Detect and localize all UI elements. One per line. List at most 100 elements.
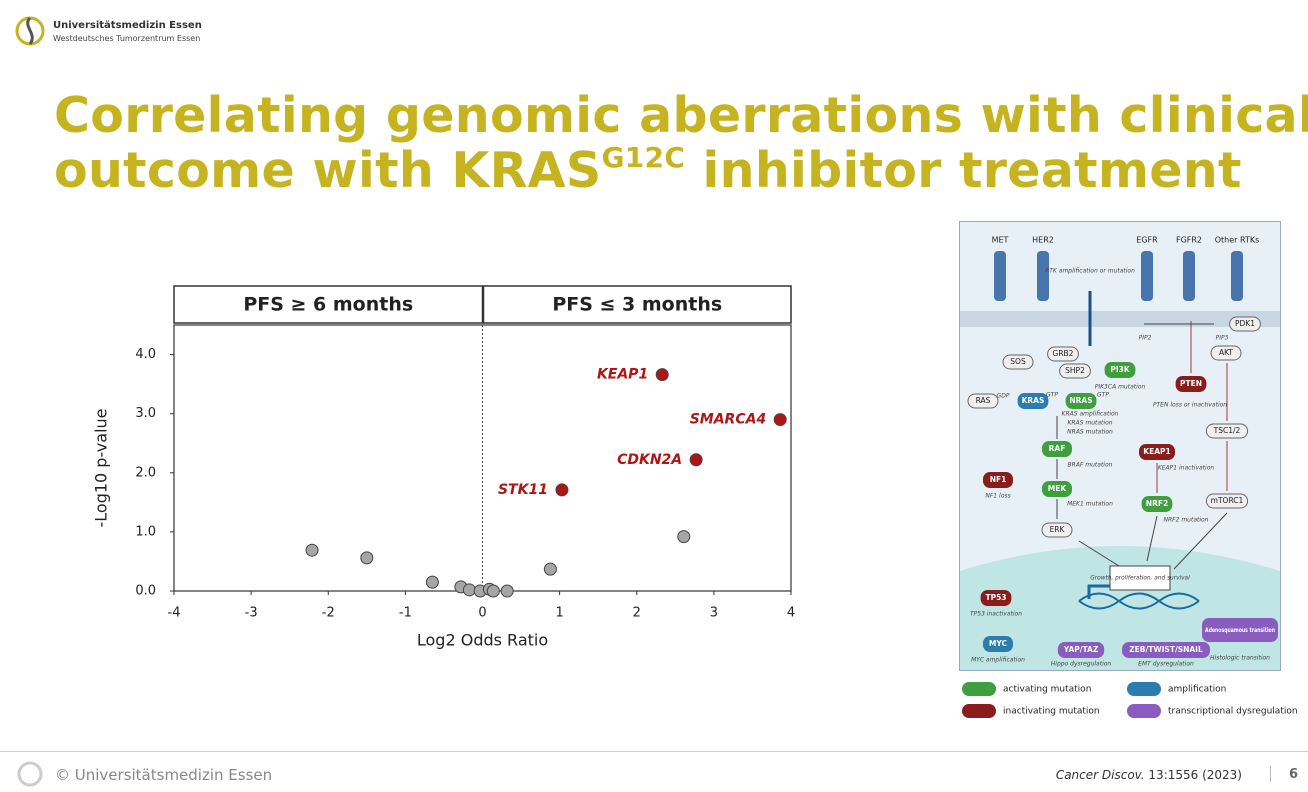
arrow — [1173, 512, 1228, 570]
x-tick-label: 2 — [633, 606, 641, 621]
org-name: Universitätsmedizin Essen — [53, 20, 202, 31]
legend-label: amplification — [1168, 685, 1226, 695]
pathway-diagram: MET HER2 EGFR FGFR2 Other RTKs SOS GRB2 SHP2 PI3… — [959, 221, 1281, 671]
journal: Cancer Discov. — [1055, 768, 1145, 782]
node-label: AKT — [1219, 348, 1233, 357]
node-label: TSC1/2 — [1213, 426, 1241, 435]
x-tick-label: 0 — [478, 606, 486, 621]
legend-label: transcriptional dysregulation — [1168, 707, 1298, 717]
x-tick-label: -2 — [322, 606, 335, 621]
point — [773, 413, 787, 427]
footer-rule — [0, 751, 1308, 752]
title-line: outcome with KRASG12C inhibitor treatmen… — [54, 143, 1308, 198]
y-tick-label: 0.0 — [135, 584, 156, 599]
note: GTP — [1097, 392, 1109, 399]
copyright: © Universitätsmedizin Essen — [55, 766, 273, 784]
node-label: RAS — [976, 396, 991, 405]
node — [1141, 496, 1173, 512]
node-label: PI3K — [1110, 365, 1131, 374]
footer-logo — [17, 761, 43, 787]
node-label: MYC — [989, 639, 1008, 648]
receptor-label: FGFR2 — [1176, 236, 1202, 245]
node-label: PTEN — [1180, 379, 1202, 388]
point-label: SMARCA4 — [690, 412, 766, 428]
node — [980, 590, 1012, 606]
note: EMT dysregulation — [1138, 661, 1194, 668]
node-label: GRB2 — [1053, 349, 1074, 358]
x-tick-label: -4 — [168, 606, 181, 621]
node — [1139, 444, 1175, 460]
x-tick-label: -3 — [245, 606, 258, 621]
note: BRAF mutation — [1068, 462, 1113, 469]
node — [1042, 441, 1072, 457]
note: PIP2 — [1139, 335, 1152, 342]
note: PTEN loss or inactivation — [1153, 402, 1227, 409]
legend-label: activating mutation — [1003, 685, 1091, 695]
panel-header — [482, 285, 792, 324]
title-superscript: G12C — [601, 141, 686, 174]
node-label: YAP/TAZ — [1063, 645, 1099, 654]
y-tick-label: 1.0 — [135, 524, 156, 539]
point — [655, 368, 669, 382]
note: PIK3CA mutation — [1095, 384, 1146, 391]
receptor — [1037, 251, 1049, 301]
node-label: mTORC1 — [1211, 496, 1244, 505]
title-text: inhibitor treatment — [685, 142, 1242, 199]
note: PIP3 — [1216, 335, 1229, 342]
legend-swatch — [1127, 682, 1161, 696]
legend-swatch — [962, 682, 996, 696]
arrow — [1146, 515, 1158, 562]
node — [1057, 642, 1105, 658]
node-label: ZEB/TWIST/SNAIL — [1129, 645, 1203, 654]
note: KEAP1 inactivation — [1158, 465, 1215, 472]
node — [1210, 345, 1242, 361]
note: NRAS mutation — [1067, 429, 1113, 436]
node — [1065, 393, 1097, 409]
x-tick-label: 4 — [787, 606, 795, 621]
node-label: NF1 — [990, 475, 1007, 484]
point — [486, 584, 500, 598]
node-label: NRAS — [1069, 396, 1092, 405]
node — [1205, 493, 1249, 509]
outcome-box — [1109, 565, 1171, 591]
point-label: KEAP1 — [597, 367, 648, 383]
slide-title: Correlating genomic aberrations with cli… — [54, 88, 1308, 198]
node-label: KRAS — [1022, 396, 1045, 405]
x-tick-label: -1 — [399, 606, 412, 621]
org-sub: Westdeutsches Tumorzentrum Essen — [53, 34, 201, 43]
citation: Cancer Discov. 13:1556 (2023) — [1056, 768, 1242, 782]
logo — [15, 16, 45, 46]
point — [462, 583, 476, 597]
node — [1059, 363, 1091, 379]
receptor-label: HER2 — [1032, 236, 1054, 245]
y-tick-label: 2.0 — [135, 465, 156, 480]
page-number: 6 — [1289, 767, 1299, 782]
y-tick-label: 4.0 — [135, 347, 156, 362]
note: GTP — [1046, 392, 1058, 399]
receptor-label: MET — [992, 236, 1009, 245]
node — [967, 393, 999, 409]
receptor-label: EGFR — [1136, 236, 1158, 245]
title-line: Correlating genomic aberrations with cli… — [54, 87, 1308, 144]
point — [555, 483, 569, 497]
note: KRAS amplification — [1062, 411, 1119, 418]
node-label: Adenosquamous transition — [1205, 626, 1275, 634]
membrane — [960, 311, 1280, 327]
node — [1104, 362, 1136, 378]
node-label: KEAP1 — [1143, 447, 1170, 456]
point — [543, 562, 557, 576]
node-label: NRF2 — [1146, 499, 1168, 508]
point — [689, 453, 703, 467]
nucleus — [960, 546, 1280, 670]
node-label: ERK — [1050, 525, 1066, 534]
node-label: SHP2 — [1065, 366, 1085, 375]
note: NRF2 mutation — [1163, 517, 1208, 524]
title-text: outcome with KRAS — [54, 142, 602, 199]
x-axis-label: Log2 Odds Ratio — [417, 631, 548, 650]
point-label: CDKN2A — [617, 452, 682, 468]
node — [983, 636, 1013, 652]
receptor-label: Other RTKs — [1215, 236, 1260, 245]
node-label: MEK — [1048, 484, 1068, 493]
receptor — [1231, 251, 1243, 301]
node-label: RAF — [1049, 444, 1066, 453]
